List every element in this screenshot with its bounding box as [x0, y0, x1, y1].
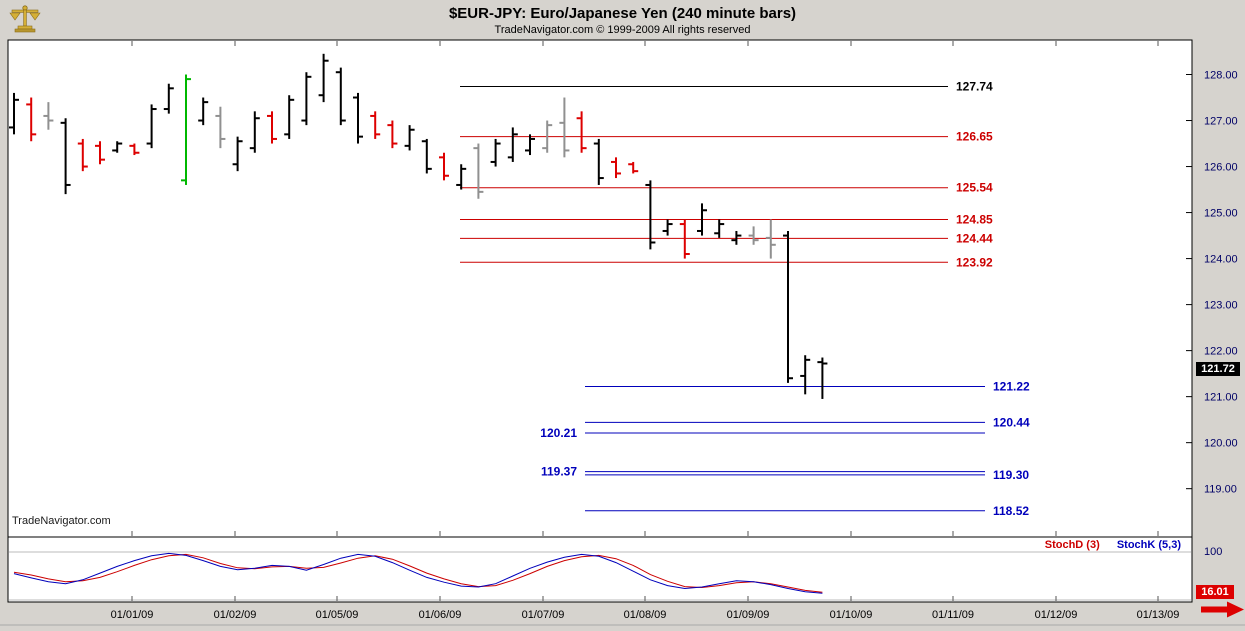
svg-text:122.00: 122.00: [1204, 346, 1238, 358]
stoch-value-badge: 16.01: [1196, 585, 1234, 599]
stoch-k-label: StochK (5,3): [1116, 539, 1181, 551]
svg-text:121.22: 121.22: [993, 380, 1030, 394]
svg-text:123.00: 123.00: [1204, 300, 1238, 312]
svg-text:124.44: 124.44: [956, 231, 993, 245]
svg-text:127.00: 127.00: [1204, 116, 1238, 128]
svg-text:123.92: 123.92: [956, 255, 993, 269]
svg-text:120.00: 120.00: [1204, 438, 1238, 450]
svg-text:120.44: 120.44: [993, 415, 1030, 429]
svg-text:128.00: 128.00: [1204, 70, 1238, 82]
chart-title: $EUR-JPY: Euro/Japanese Yen (240 minute …: [448, 5, 797, 22]
svg-text:118.52: 118.52: [993, 504, 1029, 518]
svg-text:121.00: 121.00: [1204, 392, 1238, 404]
svg-text:01/07/09: 01/07/09: [522, 609, 565, 621]
svg-text:01/01/09: 01/01/09: [111, 609, 154, 621]
svg-text:124.85: 124.85: [956, 212, 993, 226]
svg-text:01/09/09: 01/09/09: [727, 609, 770, 621]
scales-logo-icon: [8, 4, 42, 34]
scroll-right-arrow[interactable]: [1201, 600, 1245, 624]
stoch-lines: [13, 552, 823, 594]
ohlc-bars: [9, 53, 828, 399]
svg-text:01/11/09: 01/11/09: [932, 609, 974, 621]
svg-text:01/06/09: 01/06/09: [419, 609, 462, 621]
last-price-badge: 121.72: [1196, 362, 1240, 376]
svg-text:01/13/09: 01/13/09: [1137, 609, 1180, 621]
svg-text:126.00: 126.00: [1204, 162, 1238, 174]
svg-text:119.37: 119.37: [541, 465, 577, 479]
svg-text:125.00: 125.00: [1204, 208, 1238, 220]
svg-text:119.30: 119.30: [993, 468, 1029, 482]
svg-text:01/02/09: 01/02/09: [214, 609, 257, 621]
price-levels: 127.74 126.65 125.54 124.85 124.44 123.92 121.…: [460, 79, 1030, 518]
plot-backgrounds: [0, 39, 1245, 626]
svg-text:119.00: 119.00: [1204, 484, 1237, 496]
copyright-text: TradeNavigator.com © 1999-2009 All right…: [494, 24, 751, 36]
svg-text:126.65: 126.65: [956, 130, 993, 144]
stoch-scale-label: 100: [1204, 546, 1223, 558]
stoch-d-label: StochD (3): [1044, 539, 1100, 551]
svg-text:125.54: 125.54: [956, 181, 993, 195]
svg-text:01/12/09: 01/12/09: [1035, 609, 1078, 621]
stoch-gridlines: [9, 551, 1191, 601]
y-axis: 128.00 127.00 126.00 125.00 124.00 123.00 122.…: [1186, 70, 1238, 496]
svg-text:127.74: 127.74: [956, 79, 993, 93]
stoch-legend: StochD (3) StochK (5,3): [1031, 539, 1181, 551]
svg-text:124.00: 124.00: [1204, 254, 1238, 266]
svg-text:01/10/09: 01/10/09: [830, 609, 873, 621]
svg-text:01/08/09: 01/08/09: [624, 609, 667, 621]
svg-text:01/05/09: 01/05/09: [316, 609, 359, 621]
watermark: TradeNavigator.com: [12, 515, 111, 527]
x-axis: 01/01/09 01/02/09 01/05/09 01/06/09 01/07/09…: [111, 41, 1180, 621]
svg-text:120.21: 120.21: [540, 426, 577, 440]
